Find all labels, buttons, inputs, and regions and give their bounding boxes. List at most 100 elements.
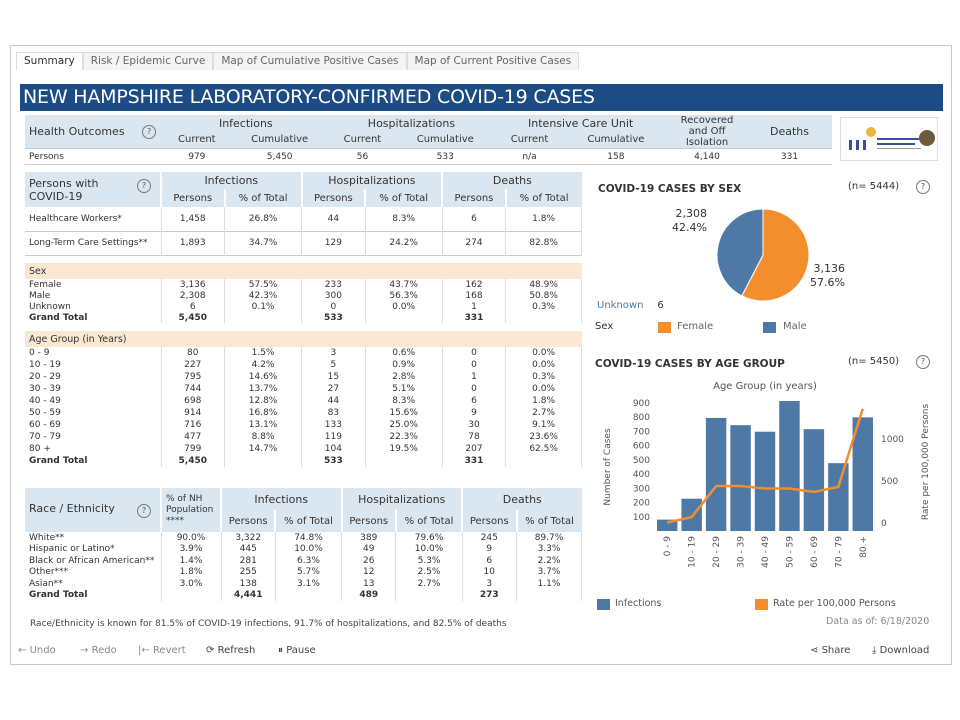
y-tick-label: 600 — [633, 442, 650, 452]
y2-tick-label: 1000 — [881, 435, 904, 445]
table-cell: 158 — [607, 151, 625, 162]
table-cell: 5,450 — [266, 151, 293, 162]
age-group-chart: Age Group (in years) 100 200 300 400 500 600 70… — [603, 381, 931, 568]
tab-summary[interactable]: Summary — [16, 52, 83, 70]
table-row: 20 - 29 795 14.6% 15 2.8% 1 0.3% — [25, 371, 582, 383]
help-icon[interactable]: ? — [916, 355, 930, 369]
table-cell: 3.7% — [516, 566, 582, 578]
table-row: Female 3,136 57.5% 233 43.7% 162 48.9% — [25, 279, 582, 290]
female-pct-label: 57.6% — [810, 276, 845, 289]
table-cell: 0.3% — [505, 301, 582, 312]
bar-70-79[interactable] — [828, 463, 849, 531]
bar-80+[interactable] — [852, 417, 873, 531]
female-legend-label[interactable]: Female — [677, 321, 714, 332]
rate-line[interactable] — [666, 408, 864, 524]
help-icon[interactable]: ? — [137, 504, 151, 518]
table-cell: 799 — [161, 443, 225, 455]
table-cell: 1.5% — [224, 347, 303, 359]
table-cell: 1 — [442, 371, 507, 383]
table-cell: 744 — [161, 383, 225, 395]
male-legend-label[interactable]: Male — [783, 321, 807, 332]
table-cell: n/a — [522, 151, 537, 162]
table-cell: 227 — [161, 359, 225, 371]
bar-30-39[interactable] — [730, 425, 751, 531]
table-row: White** 90.0% 3,322 74.8% 389 79.6% 245 89.7% — [25, 532, 582, 544]
sex-chart-title: COVID-19 CASES BY SEX — [598, 183, 742, 195]
refresh-button[interactable]: ⟳ Refresh — [206, 645, 255, 656]
row-label: Long-Term Care Settings** — [25, 231, 162, 255]
table-cell: 80 — [161, 347, 225, 359]
table-row: 0 - 9 80 1.5% 3 0.6% 0 0.0% — [25, 347, 582, 359]
health-outcomes-table: Health Outcomes ? Infections Hospitaliza… — [25, 115, 832, 165]
table-cell: 57.5% — [224, 279, 303, 290]
table-title-label: Race / Ethnicity — [29, 502, 115, 515]
help-icon[interactable]: ? — [137, 178, 151, 193]
pie-slice-male[interactable] — [716, 208, 764, 297]
y-tick-label: 300 — [633, 484, 650, 494]
y-axis-title: Number of Cases — [603, 428, 613, 506]
table-cell: 0.0% — [505, 383, 582, 395]
row-label: 80 + — [25, 443, 162, 455]
table-cell: 43.7% — [365, 279, 443, 290]
row-label: 20 - 29 — [25, 371, 162, 383]
bar-40-49[interactable] — [754, 431, 776, 531]
y-tick-label: 200 — [633, 499, 650, 509]
table-cell: 3.9% — [161, 543, 222, 555]
table-cell: 25.0% — [365, 419, 443, 431]
download-button[interactable]: ⤓ Download — [872, 645, 929, 656]
table-cell: 3,136 — [161, 279, 225, 290]
table-cell: 119 — [301, 431, 366, 443]
table-cell: 3,322 — [221, 532, 276, 544]
table-cell — [365, 455, 443, 467]
bar-10-19[interactable] — [681, 498, 702, 531]
tab-map-current[interactable]: Map of Current Positive Cases — [406, 52, 580, 70]
row-label: 10 - 19 — [25, 359, 162, 371]
bar-0-9[interactable] — [657, 519, 678, 531]
infections-legend-label[interactable]: Infections — [615, 598, 662, 609]
help-icon[interactable]: ? — [142, 124, 157, 139]
tab-risk-epidemic-curve[interactable]: Risk / Epidemic Curve — [82, 52, 214, 70]
revert-button[interactable]: |← Revert — [138, 645, 186, 656]
row-label: Persons — [29, 151, 64, 162]
redo-button[interactable]: → Redo — [80, 645, 117, 656]
table-cell: 281 — [221, 555, 276, 567]
table-cell: 331 — [780, 151, 799, 162]
table-cell: 44 — [301, 207, 366, 231]
x-tick-label: 30 - 39 — [737, 536, 747, 568]
table-row: Long-Term Care Settings** 1,893 34.7% 129 24… — [25, 231, 582, 255]
table-cell: 34.7% — [224, 231, 303, 255]
row-label: 70 - 79 — [25, 431, 162, 443]
row-label: Black or African American** — [25, 555, 162, 567]
revert-icon: |← — [138, 645, 150, 656]
download-icon: ⤓ — [872, 645, 877, 656]
table-cell: 19.5% — [365, 443, 443, 455]
col-group: Deaths — [747, 115, 832, 149]
pie-slice-female[interactable] — [741, 208, 810, 302]
rate-legend-label[interactable]: Rate per 100,000 Persons — [773, 598, 896, 609]
table-cell: 162 — [442, 279, 507, 290]
y-tick-label: 500 — [633, 456, 650, 466]
col-header: Current — [163, 131, 231, 149]
table-cell: 1.8% — [505, 207, 582, 231]
table-row: Grand Total 5,450 533 331 — [25, 455, 582, 467]
help-icon[interactable]: ? — [916, 180, 930, 194]
bar-20-29[interactable] — [705, 417, 727, 531]
bar-50-59[interactable] — [779, 401, 800, 531]
table-row: 80 +799 14.7% 104 19.5% 207 62.5% — [25, 443, 582, 455]
share-button[interactable]: ⋖ Share — [810, 645, 850, 656]
table-cell — [395, 589, 463, 601]
col-header: Persons — [160, 189, 225, 207]
table-cell: 0 — [442, 359, 507, 371]
pause-button[interactable]: ⏸ Pause — [278, 645, 316, 656]
table-cell: 914 — [161, 407, 225, 419]
row-label: Unknown — [25, 301, 162, 312]
col-group: Hospitalizations — [328, 115, 495, 132]
bar-60-69[interactable] — [803, 429, 825, 531]
table-cell: 133 — [301, 419, 366, 431]
tab-map-cumulative[interactable]: Map of Cumulative Positive Cases — [213, 52, 407, 70]
refresh-label: Refresh — [217, 645, 256, 656]
col-header: Cumulative — [564, 131, 667, 149]
table-cell: 0 — [301, 301, 366, 312]
table-cell: 979 — [188, 151, 206, 162]
undo-button[interactable]: ← Undo — [18, 645, 56, 656]
